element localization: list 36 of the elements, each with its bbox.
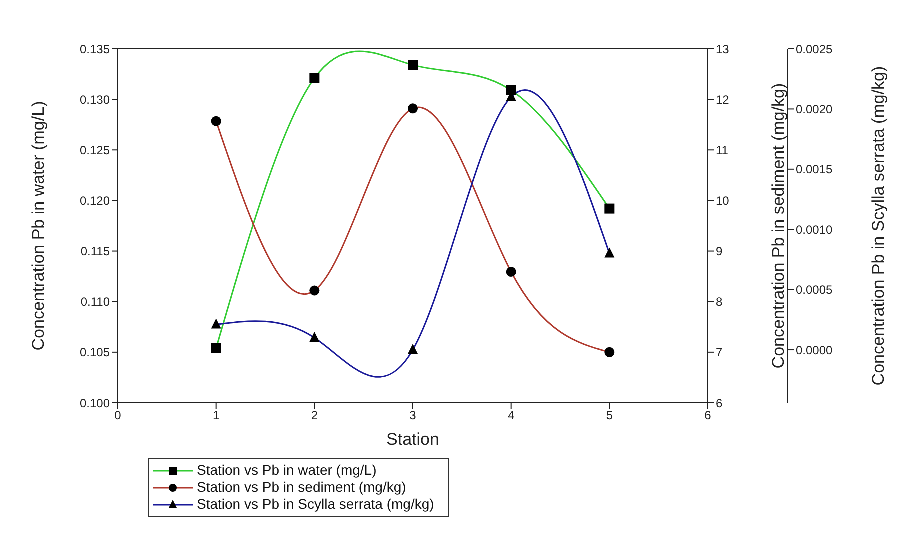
y-tick-label: 0.110 [80, 295, 110, 310]
x-tick-label: 3 [410, 408, 417, 423]
y2-tick-label: 7 [716, 346, 723, 360]
y3-axis-title: Concentration Pb in Scylla serrata (mg/kg) [869, 66, 888, 386]
x-tick-label: 2 [311, 408, 318, 423]
y2-tick-label: 10 [716, 194, 730, 208]
y-tick-label: 0.120 [80, 194, 110, 208]
legend-label: Station vs Pb in sediment (mg/kg) [197, 479, 406, 496]
y-tick-label: 0.130 [80, 92, 110, 107]
y2-tick-label: 8 [716, 295, 723, 310]
x-tick-label: 4 [508, 408, 515, 423]
y2-axis-title: Concentration Pb in sediment (mg/kg) [769, 83, 788, 369]
y-tick-label: 0.135 [80, 42, 110, 56]
y2-tick-label: 11 [716, 143, 729, 158]
x-tick-label: 1 [212, 408, 220, 423]
x-tick-label: 6 [704, 408, 712, 423]
y2-tick-label: 6 [716, 396, 723, 410]
y3-tick-label: 0.0015 [796, 162, 834, 177]
legend-label: Station vs Pb in water (mg/L) [197, 462, 377, 479]
y-axis-title: Concentration Pb in water (mg/L) [29, 101, 48, 351]
x-tick-label: 0 [114, 408, 122, 423]
y3-tick-label: 0.0010 [796, 222, 834, 237]
y3-tick-label: 0.0005 [796, 283, 834, 298]
y2-tick-label: 9 [716, 244, 723, 259]
legend-label: Station vs Pb in Scylla serrata (mg/kg) [197, 496, 434, 513]
y-tick-label: 0.100 [80, 396, 110, 410]
y3-tick-label: 0.0025 [796, 42, 834, 56]
y-tick-label: 0.105 [80, 346, 110, 360]
y3-tick-label: 0.0020 [796, 102, 834, 116]
y2-tick-label: 12 [716, 92, 730, 107]
y-tick-label: 0.115 [80, 244, 110, 259]
y2-tick-label: 13 [716, 42, 730, 56]
x-axis-title: Station [386, 430, 440, 449]
x-tick-label: 5 [606, 408, 614, 423]
y3-tick-label: 0.0000 [796, 343, 834, 358]
y-tick-label: 0.125 [80, 143, 110, 158]
